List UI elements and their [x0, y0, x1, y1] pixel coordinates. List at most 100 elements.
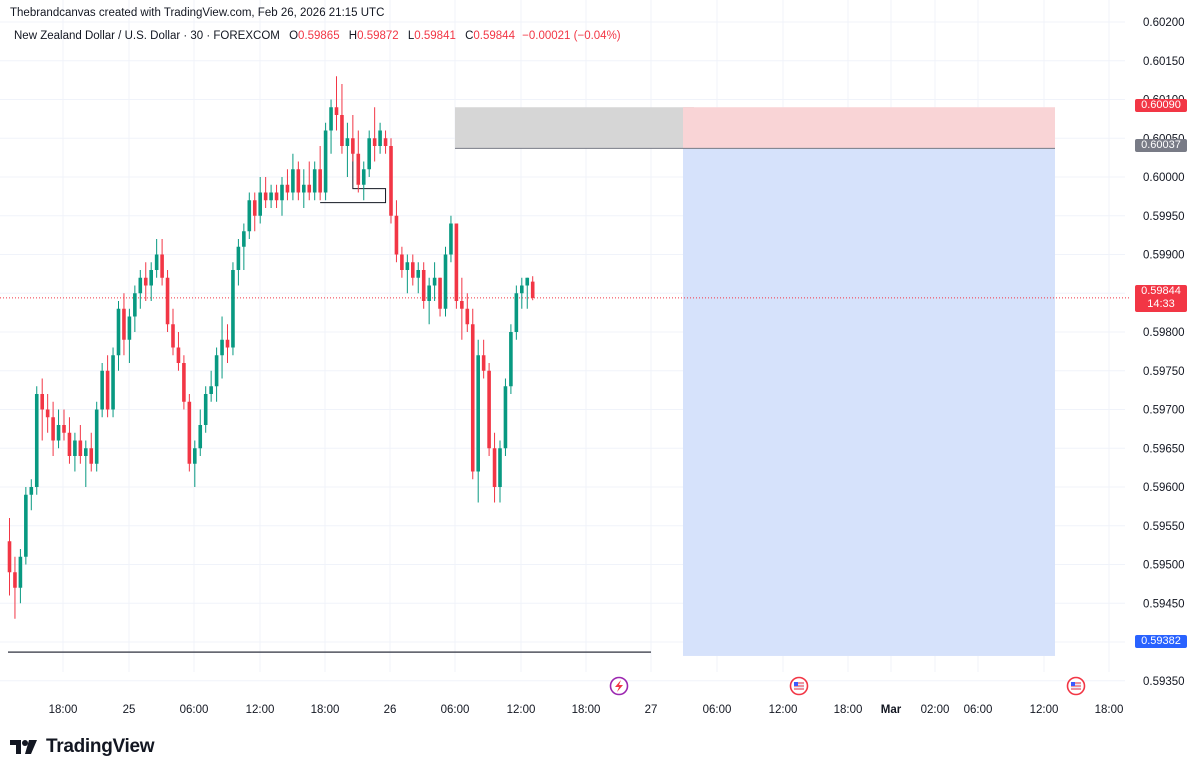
candle [203, 386, 208, 433]
candle [356, 130, 361, 193]
candle-body [470, 324, 475, 472]
candle [89, 432, 94, 472]
us-flag-icon[interactable] [789, 676, 809, 696]
time-tick-label: 06:00 [180, 704, 209, 716]
price-tick-label: 0.59350 [1143, 676, 1185, 688]
time-tick-label: 18:00 [834, 704, 863, 716]
candle [13, 556, 17, 619]
high-value: 0.59872 [357, 30, 399, 42]
candle-body [209, 386, 213, 394]
candle [476, 339, 480, 503]
candle-body [302, 184, 306, 193]
candle-body [214, 355, 219, 387]
change-value: −0.00021 (−0.04%) [522, 30, 621, 42]
time-tick-label: 06:00 [964, 704, 993, 716]
candle-body [225, 339, 230, 348]
position-tool[interactable] [455, 107, 1055, 656]
candle [334, 76, 339, 131]
candle [318, 146, 322, 201]
candle [111, 347, 115, 418]
chart-credit: Thebrandcanvas created with TradingView.… [10, 7, 385, 19]
candle-body [220, 339, 224, 356]
candle [236, 239, 241, 286]
candle [182, 355, 186, 410]
take-profit-zone[interactable] [683, 148, 1055, 656]
lightning-icon[interactable] [609, 676, 629, 696]
us-flag-icon[interactable] [1066, 676, 1086, 696]
price-tick-label: 0.59450 [1143, 598, 1185, 610]
candle-body [389, 146, 393, 216]
candle-body [13, 572, 17, 588]
candle-body [171, 324, 175, 348]
candle-body [356, 153, 361, 185]
candle-body [492, 448, 497, 487]
candle [274, 184, 279, 208]
time-tick-label: Mar [881, 704, 902, 716]
candle-body [411, 262, 415, 278]
candle [105, 355, 110, 418]
time-tick-label: 06:00 [441, 704, 470, 716]
tradingview-logo[interactable]: TradingView [10, 736, 155, 758]
candle-body [443, 254, 448, 309]
candle [280, 177, 284, 216]
candle [443, 246, 448, 317]
order-block-zone [455, 107, 683, 149]
candle-body [345, 138, 350, 146]
candle [427, 277, 431, 325]
brand-name: TradingView [46, 736, 155, 757]
time-tick-label: 06:00 [703, 704, 732, 716]
candle [176, 332, 181, 371]
candle-body [378, 130, 382, 146]
candle-body [454, 223, 459, 301]
high-label: H [348, 30, 358, 42]
candle-body [427, 285, 431, 301]
symbol-title[interactable]: New Zealand Dollar / U.S. Dollar · 30 · … [14, 30, 280, 42]
time-tick-label: 12:00 [246, 704, 275, 716]
candle-body [18, 556, 23, 588]
candle-body [481, 355, 486, 371]
price-tick-label: 0.60000 [1143, 172, 1185, 184]
candle-body [258, 192, 262, 216]
candle [154, 239, 159, 278]
candle [449, 215, 453, 263]
candle [127, 308, 132, 363]
candle [470, 308, 475, 480]
candle [84, 440, 88, 487]
symbol-legend[interactable]: New Zealand Dollar / U.S. Dollar · 30 · … [14, 30, 621, 42]
candle-body [182, 363, 186, 402]
candle [520, 277, 524, 309]
stop-loss-zone[interactable] [683, 107, 1055, 149]
candle [492, 432, 497, 503]
candle-body [165, 277, 170, 325]
candle-body [84, 448, 88, 456]
candle-body [7, 541, 12, 573]
open-label: O [289, 30, 299, 42]
candle [351, 115, 355, 162]
price-axis[interactable]: 0.602000.601500.601000.600500.600000.599… [1143, 17, 1185, 688]
candle-body [432, 277, 437, 286]
candle-body [416, 270, 421, 278]
candle [100, 363, 104, 418]
candle-body [263, 192, 268, 201]
candle [187, 394, 192, 472]
candle [302, 169, 306, 208]
time-axis[interactable]: 18:00 25 06:00 12:00 18:00 26 06:00 12:00 18:00 2… [49, 704, 1124, 716]
candle [405, 254, 410, 294]
candle-body [34, 394, 39, 487]
candle-body [138, 277, 143, 294]
candle [389, 138, 393, 224]
price-tick-label: 0.59500 [1143, 560, 1185, 572]
candle [122, 293, 126, 356]
candle-body [78, 440, 83, 456]
candle [514, 285, 519, 340]
candle-body [525, 277, 530, 286]
candle-body [252, 200, 257, 216]
candle-body [187, 401, 192, 464]
time-tick-label: 25 [123, 704, 136, 716]
price-tick-label: 0.60150 [1143, 56, 1185, 68]
time-tick-label: 18:00 [311, 704, 340, 716]
candle [372, 107, 377, 162]
candle-body [421, 270, 426, 301]
candle [312, 161, 317, 201]
